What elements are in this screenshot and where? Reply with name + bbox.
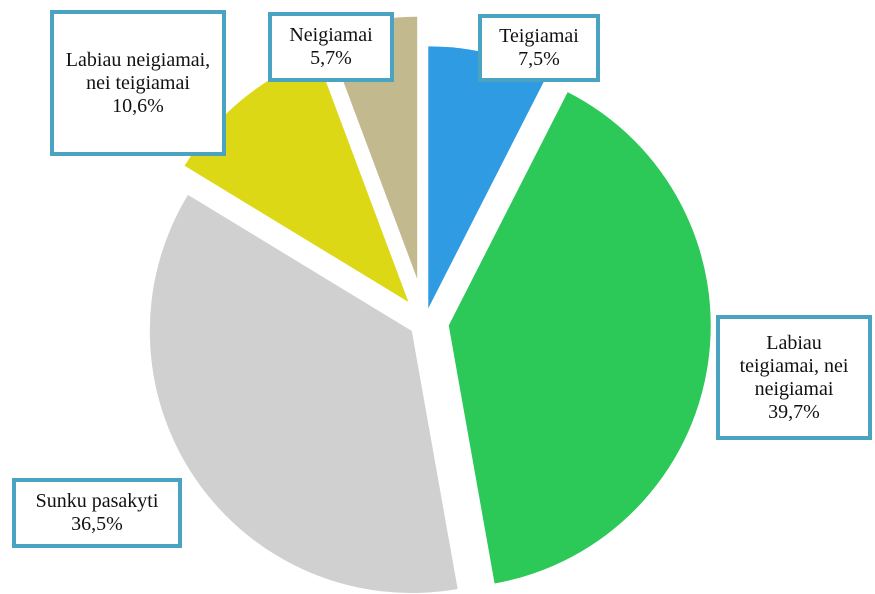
slice-label: Labiau neigiamai, nei teigiamai 10,6% — [50, 10, 226, 156]
slice-label: Labiau teigiamai, nei neigiamai 39,7% — [716, 315, 872, 440]
slice-label: Teigiamai 7,5% — [478, 14, 600, 82]
pie-slice — [428, 46, 548, 309]
pie-slice — [325, 16, 418, 279]
value-label: 36,5% — [71, 513, 123, 535]
slice-label: Neigiamai 5,7% — [268, 12, 394, 82]
category-name: Sunku pasakyti — [35, 490, 159, 512]
slice-label: Sunku pasakyti 36,5% — [12, 478, 182, 548]
category-name: Labiau teigiamai, nei neigiamai — [739, 331, 849, 400]
category-name: Labiau neigiamai, nei teigiamai — [65, 48, 211, 94]
value-label: 7,5% — [518, 48, 560, 70]
pie-slice — [448, 92, 711, 584]
category-name: Teigiamai — [499, 25, 579, 47]
value-label: 10,6% — [112, 94, 164, 117]
pie-slice — [184, 56, 409, 302]
category-name: Neigiamai — [289, 24, 373, 46]
pie-slice — [149, 194, 458, 594]
value-label: 39,7% — [768, 400, 820, 423]
value-label: 5,7% — [310, 47, 352, 69]
